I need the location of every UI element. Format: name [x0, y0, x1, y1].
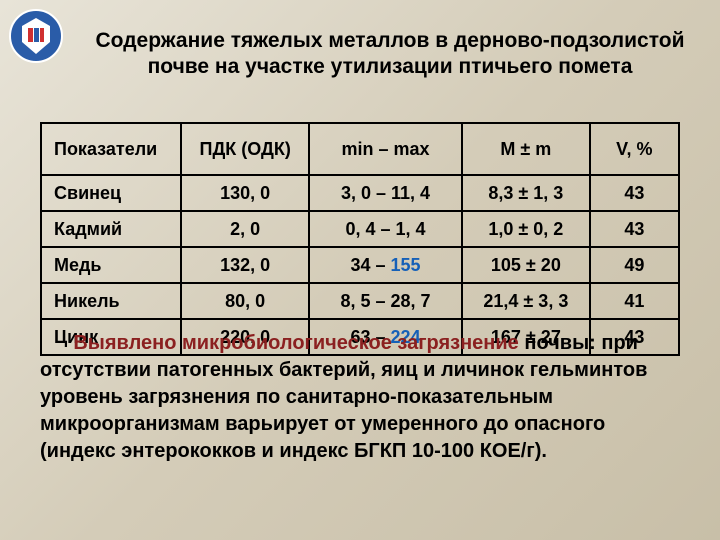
col-header: Показатели: [41, 123, 181, 175]
cell: 8,3 ± 1, 3: [462, 175, 590, 211]
cell: 80, 0: [181, 283, 309, 319]
cell: 43: [590, 175, 679, 211]
slide-title: Содержание тяжелых металлов в дерново-по…: [90, 28, 690, 81]
cell: 41: [590, 283, 679, 319]
row-label: Свинец: [41, 175, 181, 211]
cell: 105 ± 20: [462, 247, 590, 283]
cell-text: 34 –: [350, 255, 390, 275]
col-header: V, %: [590, 123, 679, 175]
cell: 8, 5 – 28, 7: [309, 283, 462, 319]
col-header: ПДК (ОДК): [181, 123, 309, 175]
row-label: Никель: [41, 283, 181, 319]
cell: 0, 4 – 1, 4: [309, 211, 462, 247]
table-row: Свинец 130, 0 3, 0 – 11, 4 8,3 ± 1, 3 43: [41, 175, 679, 211]
col-header: min – max: [309, 123, 462, 175]
cell: 132, 0: [181, 247, 309, 283]
logo-emblem: [8, 8, 64, 64]
cell: 21,4 ± 3, 3: [462, 283, 590, 319]
row-label: Кадмий: [41, 211, 181, 247]
body-paragraph: Выявлено микробиологическое загрязнение …: [40, 330, 680, 465]
table-header-row: Показатели ПДК (ОДК) min – max M ± m V, …: [41, 123, 679, 175]
row-label: Медь: [41, 247, 181, 283]
cell: 1,0 ± 0, 2: [462, 211, 590, 247]
metals-table: Показатели ПДК (ОДК) min – max M ± m V, …: [40, 122, 680, 356]
cell: 49: [590, 247, 679, 283]
overlay-lead: Выявлено микробиологическое загрязнение: [73, 332, 518, 354]
table-row: Кадмий 2, 0 0, 4 – 1, 4 1,0 ± 0, 2 43: [41, 211, 679, 247]
cell: 130, 0: [181, 175, 309, 211]
cell: 43: [590, 211, 679, 247]
col-header: M ± m: [462, 123, 590, 175]
cell: 3, 0 – 11, 4: [309, 175, 462, 211]
highlight-value: 155: [391, 255, 421, 275]
table-row: Никель 80, 0 8, 5 – 28, 7 21,4 ± 3, 3 41: [41, 283, 679, 319]
table-row: Медь 132, 0 34 – 155 105 ± 20 49: [41, 247, 679, 283]
cell: 2, 0: [181, 211, 309, 247]
cell: 34 – 155: [309, 247, 462, 283]
